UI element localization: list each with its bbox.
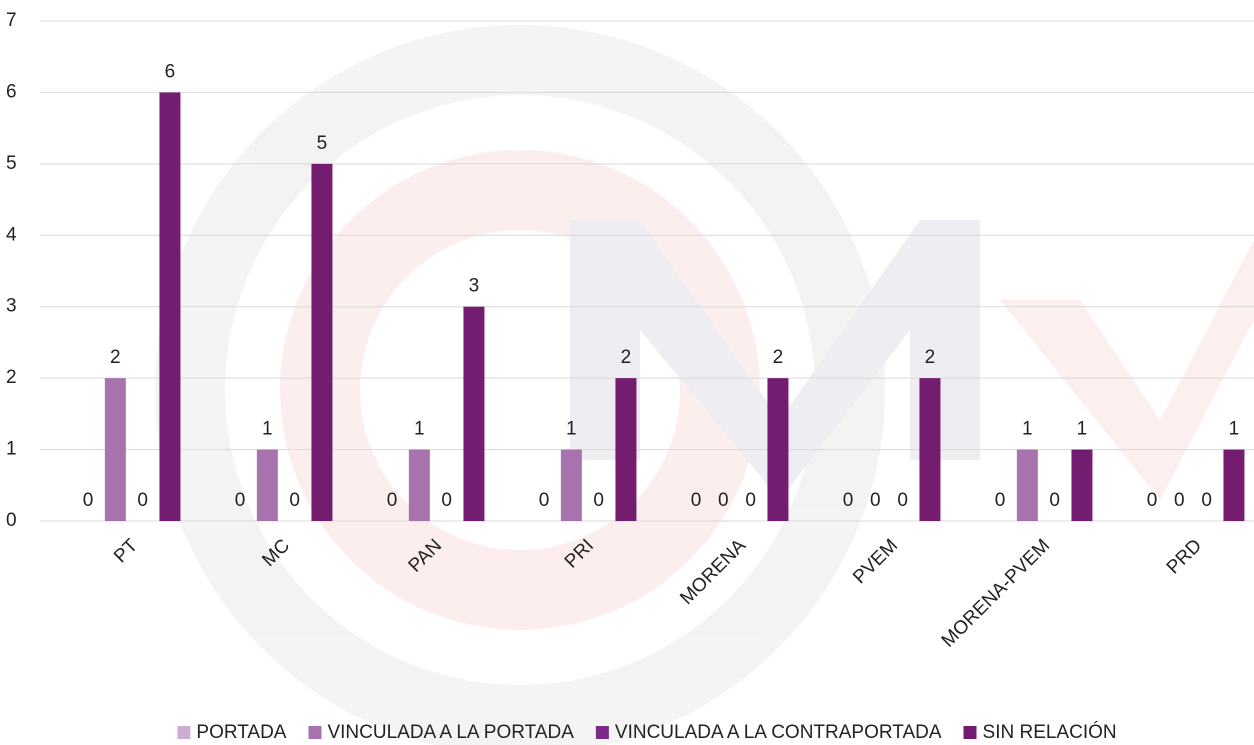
data-label: 0 xyxy=(235,490,246,511)
legend-label: PORTADA xyxy=(196,722,286,743)
y-tick-label: 4 xyxy=(6,224,17,245)
data-label: 0 xyxy=(387,490,398,511)
bar xyxy=(919,378,941,521)
legend-item: VINCULADA A LA CONTRAPORTADA xyxy=(595,722,942,743)
bar xyxy=(463,306,485,521)
x-tick-label: PRD xyxy=(1163,535,1206,578)
data-label: 3 xyxy=(469,276,480,297)
data-label: 0 xyxy=(745,490,756,511)
data-label: 0 xyxy=(137,490,148,511)
bar xyxy=(615,378,637,521)
data-label: 0 xyxy=(691,490,702,511)
y-tick-label: 6 xyxy=(6,81,17,102)
data-label: 0 xyxy=(539,490,550,511)
data-label: 2 xyxy=(621,347,632,368)
legend: PORTADA VINCULADA A LA PORTADA VINCULADA A… xyxy=(177,721,1117,743)
watermark-m xyxy=(570,220,980,500)
data-label: 0 xyxy=(870,490,881,511)
bar xyxy=(311,163,333,521)
legend-item: PORTADA xyxy=(177,722,287,743)
bar xyxy=(408,449,430,521)
data-label: 1 xyxy=(414,419,425,440)
y-tick-label: 2 xyxy=(6,367,17,388)
legend-item: VINCULADA A LA PORTADA xyxy=(308,722,574,743)
data-label: 0 xyxy=(593,490,604,511)
legend-swatch xyxy=(963,726,977,739)
data-label: 0 xyxy=(1174,490,1185,511)
data-label: 1 xyxy=(566,419,577,440)
x-tick-label: MORENA-PVEM xyxy=(938,535,1054,651)
data-label: 0 xyxy=(441,490,452,511)
data-label: 6 xyxy=(165,61,176,82)
data-label: 5 xyxy=(317,133,328,154)
bar xyxy=(767,378,789,521)
data-label: 0 xyxy=(897,490,908,511)
y-tick-label: 0 xyxy=(6,510,17,531)
legend-swatch xyxy=(177,726,191,739)
data-label: 1 xyxy=(1022,419,1033,440)
x-tick-label: PT xyxy=(110,535,142,567)
data-label: 2 xyxy=(110,347,121,368)
data-label: 2 xyxy=(773,347,784,368)
bar xyxy=(159,92,181,521)
legend-item: SIN RELACIÓN xyxy=(963,721,1117,743)
data-label: 0 xyxy=(843,490,854,511)
data-label: 1 xyxy=(262,419,273,440)
data-label: 0 xyxy=(995,490,1006,511)
bar xyxy=(256,449,278,521)
legend-swatch xyxy=(308,726,322,739)
data-label: 0 xyxy=(718,490,729,511)
bar xyxy=(104,378,126,521)
legend-label: VINCULADA A LA PORTADA xyxy=(327,722,574,743)
legend-label: VINCULADA A LA CONTRAPORTADA xyxy=(615,722,942,743)
data-label: 0 xyxy=(1201,490,1212,511)
data-label: 0 xyxy=(83,490,94,511)
bar xyxy=(1016,449,1038,521)
legend-swatch xyxy=(595,726,609,739)
data-label: 1 xyxy=(1077,419,1088,440)
x-tick-label: PVEM xyxy=(849,535,902,588)
watermark xyxy=(155,25,1254,745)
y-tick-label: 5 xyxy=(6,153,17,174)
bar xyxy=(560,449,582,521)
data-label: 0 xyxy=(1049,490,1060,511)
watermark-v xyxy=(1000,240,1254,500)
y-tick-label: 3 xyxy=(6,296,17,317)
data-label: 0 xyxy=(1147,490,1158,511)
y-tick-label: 1 xyxy=(6,439,17,460)
bar xyxy=(1071,449,1093,521)
y-tick-label: 7 xyxy=(6,10,17,31)
bar xyxy=(1223,449,1245,521)
watermark-ring xyxy=(155,25,885,745)
data-label: 2 xyxy=(925,347,936,368)
data-label: 1 xyxy=(1229,419,1240,440)
legend-label: SIN RELACIÓN xyxy=(983,721,1117,743)
data-label: 0 xyxy=(289,490,300,511)
